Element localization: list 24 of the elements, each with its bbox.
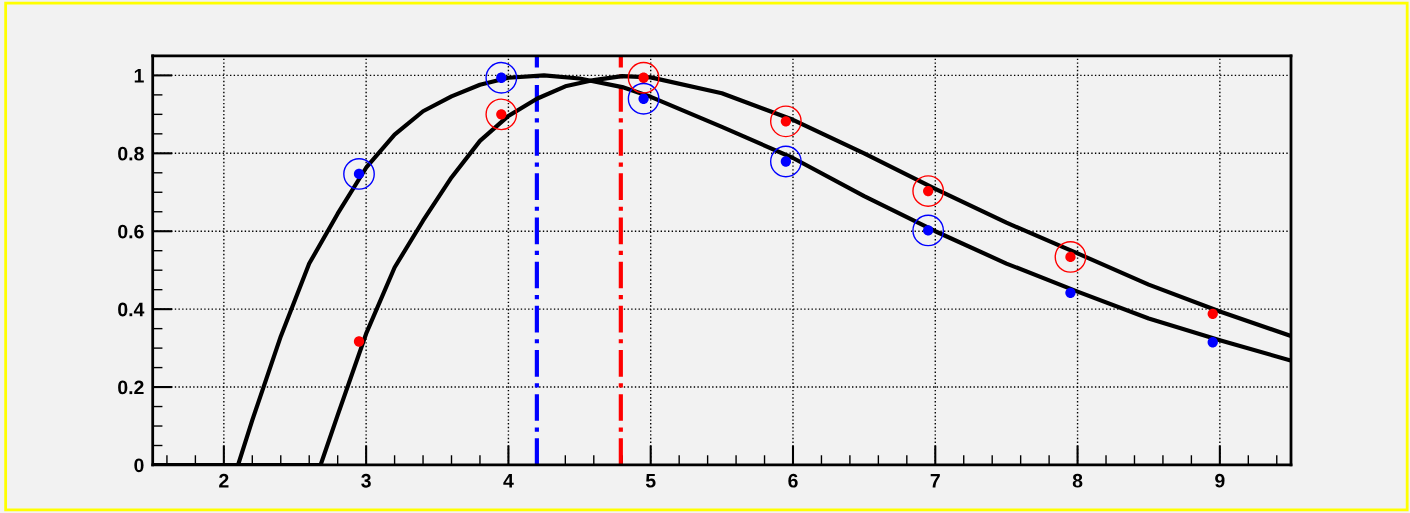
point xyxy=(912,175,945,208)
point xyxy=(627,82,660,115)
x-tick-label: 5 xyxy=(645,474,656,488)
point xyxy=(627,61,660,94)
point xyxy=(485,61,518,94)
point xyxy=(485,98,518,131)
x-tick-label: 6 xyxy=(788,473,798,488)
y-tick-label: 0.2 xyxy=(118,380,144,395)
y-tick-label: 0.8 xyxy=(118,146,144,161)
x-tick-label: 3 xyxy=(361,473,371,488)
y-tick-label: 0 xyxy=(134,458,144,473)
y-tick-label: 1 xyxy=(134,69,144,83)
point xyxy=(769,145,802,178)
x-tick-label: 7 xyxy=(930,474,940,488)
y-tick-label: 0.4 xyxy=(118,302,145,317)
point xyxy=(912,214,945,247)
x-tick-label: 8 xyxy=(1072,473,1083,488)
point xyxy=(343,158,375,190)
y-tick-label: 0.6 xyxy=(118,224,144,239)
x-tick-label: 9 xyxy=(1215,473,1225,488)
point xyxy=(1054,241,1087,273)
x-tick-label: 4 xyxy=(503,474,514,488)
point xyxy=(769,105,802,138)
x-tick-label: 2 xyxy=(219,473,229,488)
